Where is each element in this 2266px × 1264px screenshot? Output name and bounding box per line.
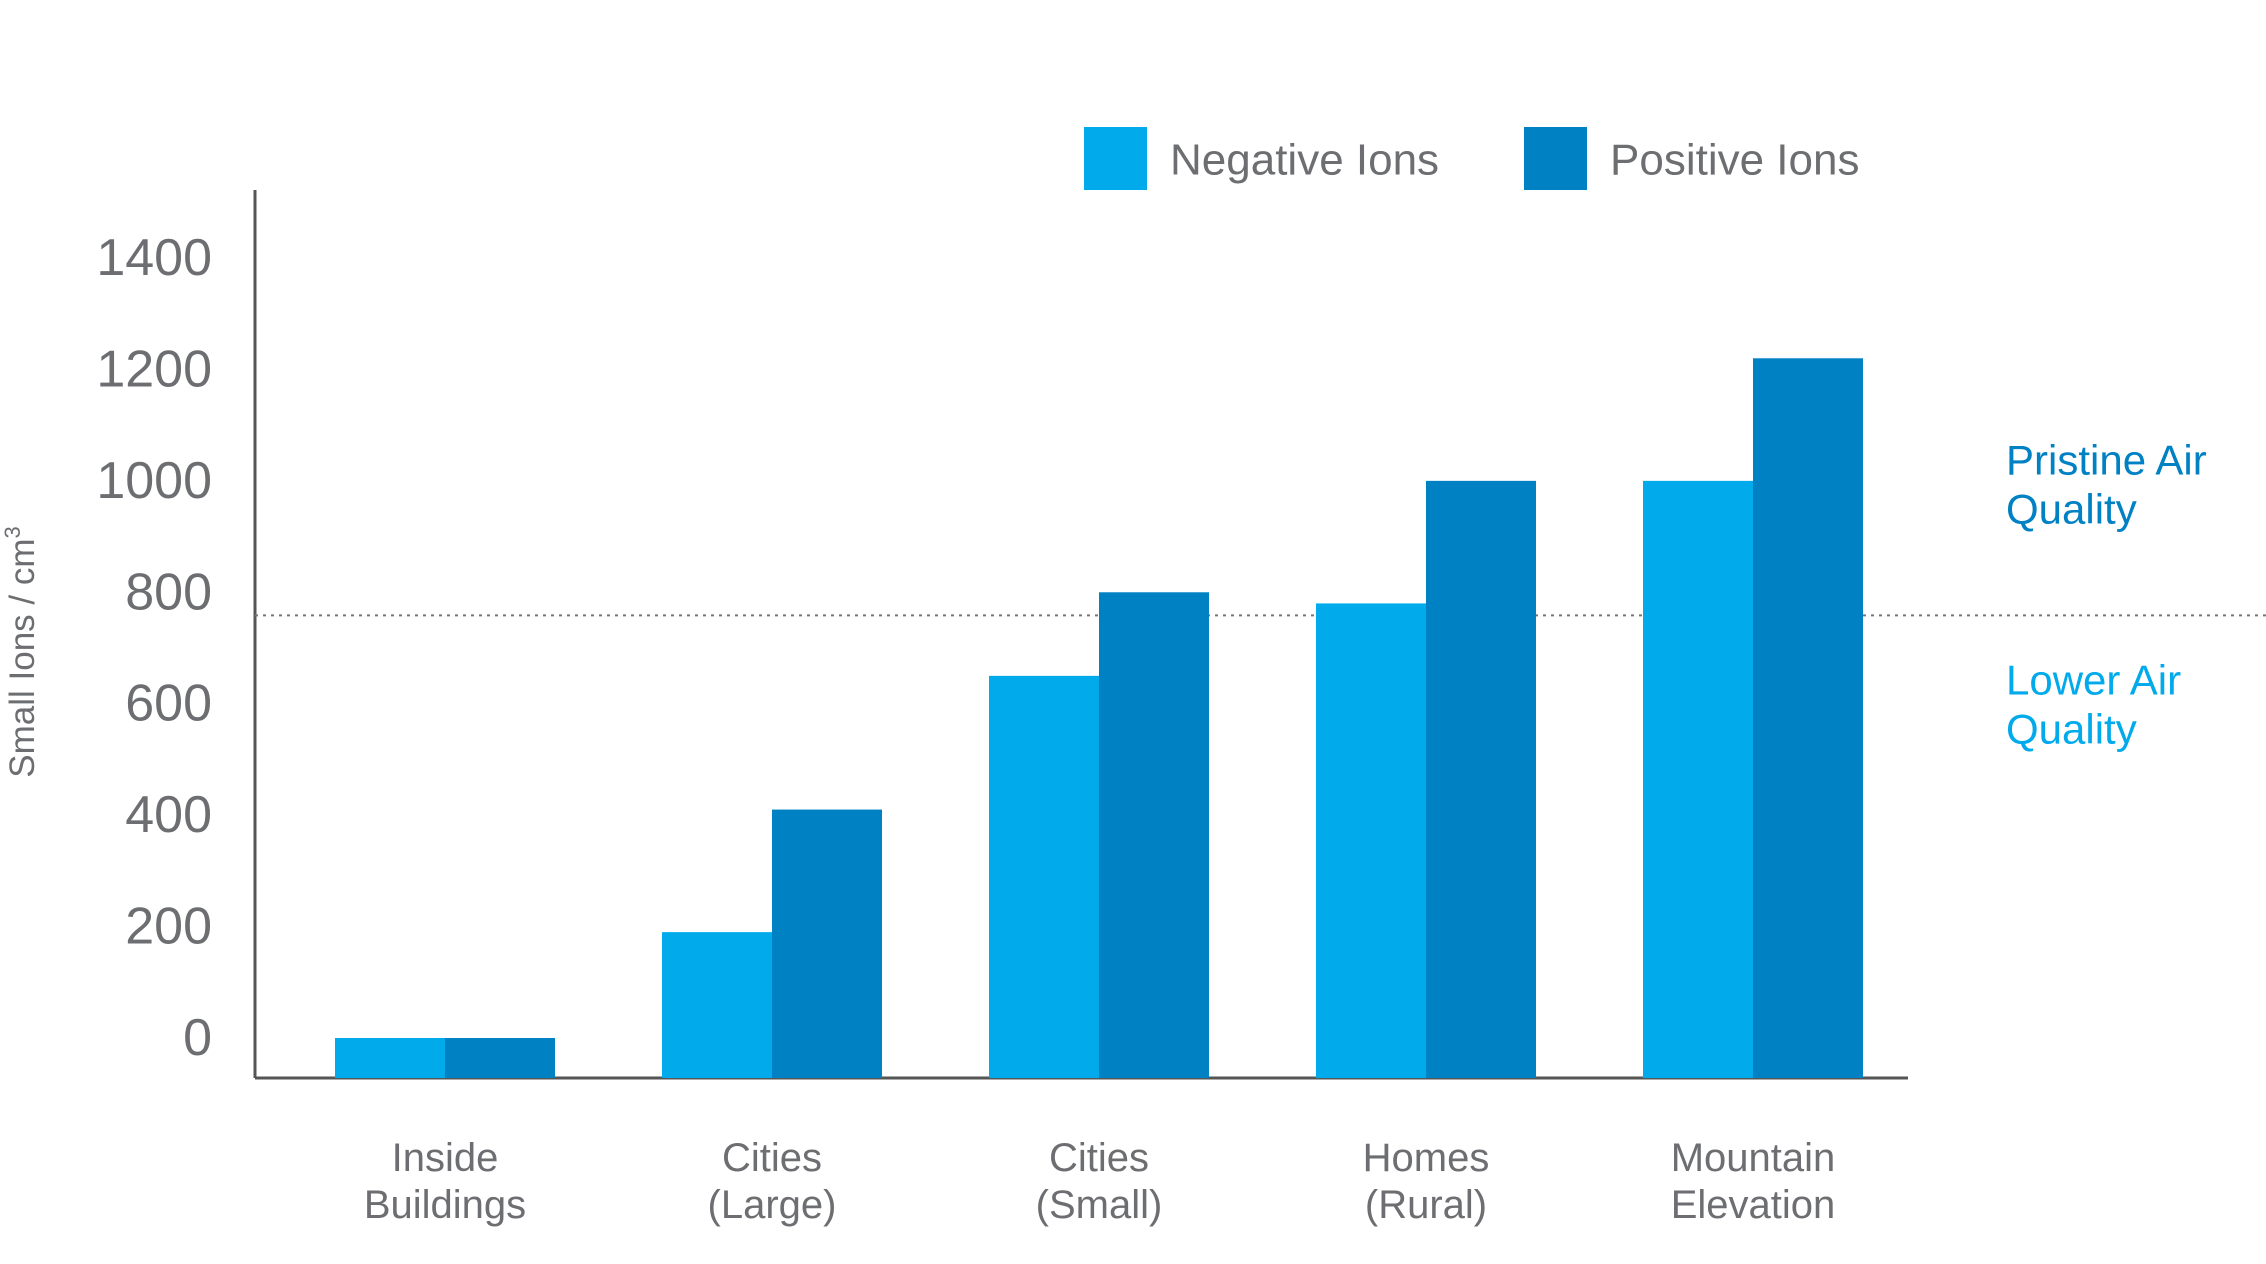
y-tick-label: 600 <box>125 675 212 733</box>
annotation-lower: Lower Air <box>2006 657 2181 704</box>
x-tick-label: Cities <box>722 1136 822 1180</box>
legend: Negative Ions Positive Ions <box>1084 127 1859 190</box>
bar-positive-2 <box>1099 592 1209 1078</box>
x-tick-label: Homes <box>1363 1136 1490 1180</box>
y-tick-label: 1200 <box>96 340 212 398</box>
y-tick-label: 200 <box>125 898 212 956</box>
annotation-lower: Quality <box>2006 706 2137 753</box>
bar-positive-4 <box>1753 358 1863 1078</box>
bar-positive-3 <box>1426 480 1536 1078</box>
bars <box>335 358 1863 1078</box>
legend-label-positive: Positive Ions <box>1610 136 1859 185</box>
x-tick-label: (Rural) <box>1365 1183 1487 1227</box>
y-tick-label: 1400 <box>96 229 212 287</box>
annotation-pristine: Quality <box>2006 486 2137 533</box>
annotation-pristine: Pristine Air <box>2006 437 2207 484</box>
x-tick-label: (Small) <box>1036 1183 1163 1227</box>
x-tick-label: Mountain <box>1671 1136 1836 1180</box>
x-tick-label: (Large) <box>708 1183 837 1227</box>
bar-negative-2 <box>989 675 1099 1078</box>
x-tick-label: Elevation <box>1671 1183 1836 1227</box>
bar-negative-1 <box>662 932 772 1078</box>
axes <box>253 190 2266 1080</box>
labels: 0 200 400 600 800 1000 1200 1400 Small Ions / cm… <box>0 229 1835 1227</box>
legend-swatch-negative <box>1084 127 1147 190</box>
bar-positive-1 <box>772 809 882 1078</box>
bar-negative-0 <box>335 1038 445 1078</box>
y-axis-label: Small Ions / cm3 <box>0 526 42 777</box>
bar-positive-0 <box>445 1038 555 1078</box>
legend-label-negative: Negative Ions <box>1170 136 1439 185</box>
x-tick-label: Inside <box>392 1136 499 1180</box>
y-tick-label: 1000 <box>96 452 212 510</box>
y-tick-label: 400 <box>125 786 212 844</box>
x-tick-label: Cities <box>1049 1136 1149 1180</box>
x-tick-label: Buildings <box>364 1183 526 1227</box>
bar-negative-3 <box>1316 603 1426 1078</box>
y-tick-label: 800 <box>125 563 212 621</box>
legend-swatch-positive <box>1524 127 1587 190</box>
y-tick-label: 0 <box>183 1009 212 1067</box>
bar-negative-4 <box>1643 480 1753 1078</box>
